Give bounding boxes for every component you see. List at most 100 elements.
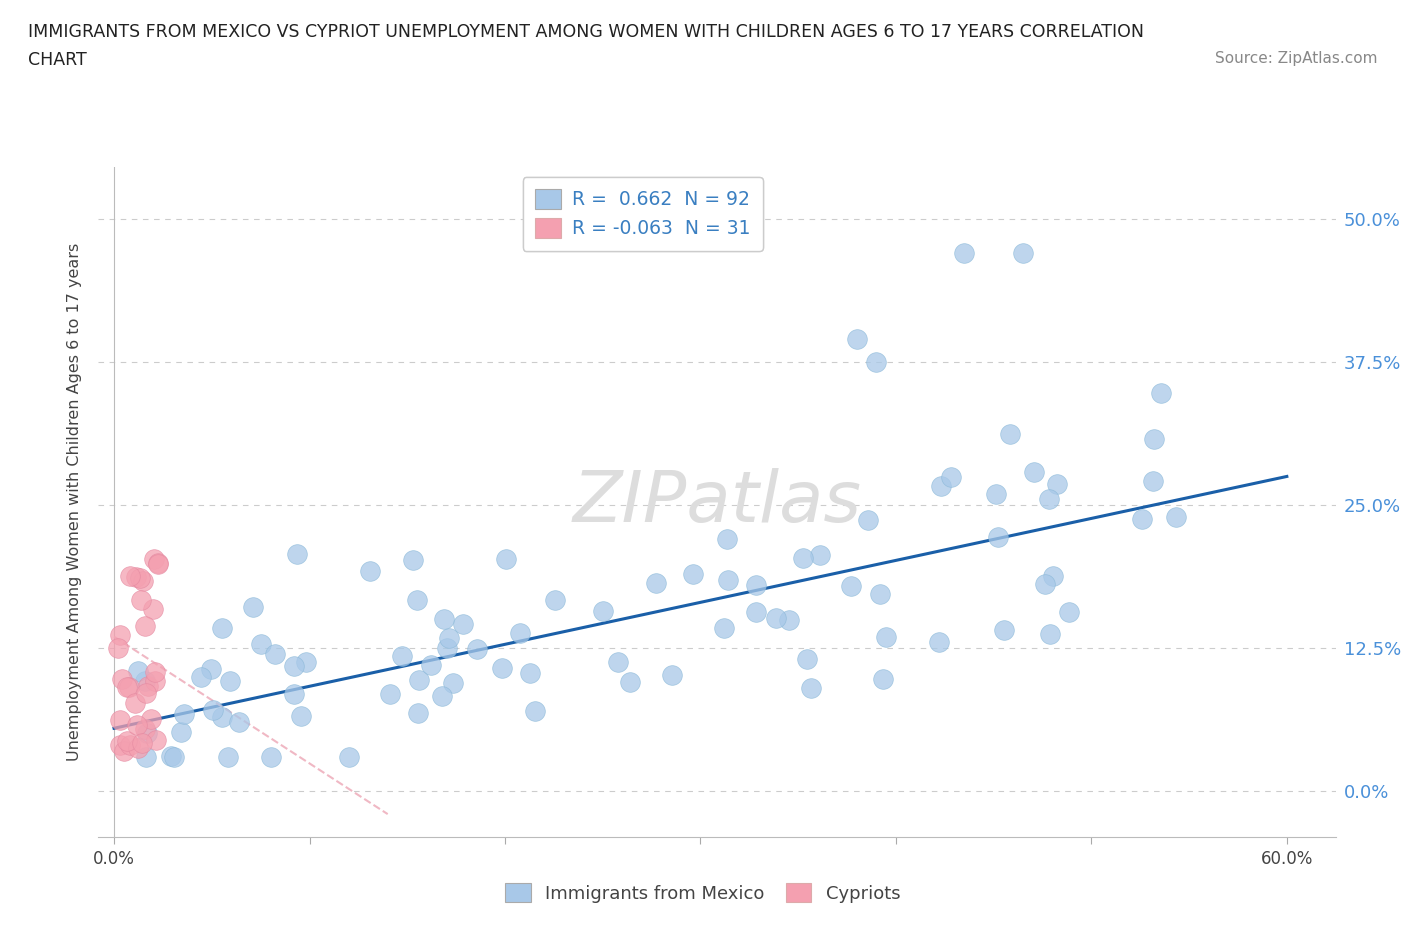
- Point: [865, 354, 887, 369]
- Point: [117, 680, 139, 695]
- Point: [132, 573, 155, 588]
- Point: [108, 628, 131, 643]
- Point: [644, 576, 666, 591]
- Point: [939, 470, 962, 485]
- Point: [1142, 473, 1164, 488]
- Point: [792, 551, 814, 565]
- Point: [111, 671, 134, 686]
- Point: [717, 572, 740, 587]
- Legend: R =  0.662  N = 92, R = -0.063  N = 31: R = 0.662 N = 92, R = -0.063 N = 31: [523, 177, 763, 250]
- Point: [984, 486, 1007, 501]
- Point: [845, 332, 868, 347]
- Point: [433, 612, 456, 627]
- Point: [118, 738, 141, 753]
- Point: [115, 734, 138, 749]
- Point: [778, 613, 800, 628]
- Point: [405, 593, 427, 608]
- Point: [294, 655, 316, 670]
- Point: [143, 673, 166, 688]
- Point: [1033, 577, 1056, 591]
- Point: [953, 246, 976, 260]
- Point: [128, 571, 150, 586]
- Point: [228, 714, 250, 729]
- Point: [1149, 385, 1171, 400]
- Point: [491, 660, 513, 675]
- Point: [143, 665, 166, 680]
- Point: [928, 635, 950, 650]
- Point: [202, 703, 225, 718]
- Point: [1143, 432, 1166, 446]
- Point: [998, 426, 1021, 441]
- Point: [211, 710, 233, 724]
- Point: [796, 652, 818, 667]
- Point: [359, 564, 381, 578]
- Point: [134, 674, 156, 689]
- Point: [436, 640, 458, 655]
- Point: [190, 670, 212, 684]
- Point: [125, 570, 148, 585]
- Point: [745, 578, 768, 592]
- Point: [125, 717, 148, 732]
- Point: [519, 666, 541, 681]
- Point: [1012, 246, 1035, 260]
- Point: [495, 551, 517, 566]
- Point: [607, 655, 630, 670]
- Point: [1022, 465, 1045, 480]
- Point: [509, 626, 531, 641]
- Point: [129, 592, 152, 607]
- Point: [127, 664, 149, 679]
- Point: [765, 610, 787, 625]
- Point: [135, 749, 157, 764]
- Point: [146, 555, 169, 570]
- Text: ZIPatlas: ZIPatlas: [572, 468, 862, 537]
- Point: [217, 750, 239, 764]
- Point: [592, 604, 614, 618]
- Point: [264, 646, 287, 661]
- Point: [170, 724, 193, 739]
- Point: [441, 675, 464, 690]
- Point: [875, 630, 897, 644]
- Point: [713, 621, 735, 636]
- Point: [136, 678, 159, 693]
- Point: [1038, 492, 1060, 507]
- Point: [134, 618, 156, 633]
- Point: [800, 681, 823, 696]
- Point: [283, 686, 305, 701]
- Point: [1132, 512, 1154, 526]
- Text: IMMIGRANTS FROM MEXICO VS CYPRIOT UNEMPLOYMENT AMONG WOMEN WITH CHILDREN AGES 6 : IMMIGRANTS FROM MEXICO VS CYPRIOT UNEMPL…: [28, 23, 1144, 41]
- Point: [337, 750, 360, 764]
- Point: [108, 712, 131, 727]
- Point: [745, 604, 768, 619]
- Point: [808, 548, 831, 563]
- Point: [432, 689, 454, 704]
- Point: [1164, 510, 1187, 525]
- Point: [1039, 627, 1062, 642]
- Point: [146, 557, 169, 572]
- Point: [136, 725, 159, 740]
- Point: [1059, 604, 1081, 619]
- Point: [872, 672, 894, 687]
- Point: [1042, 568, 1064, 583]
- Point: [544, 592, 567, 607]
- Point: [108, 738, 131, 753]
- Point: [242, 600, 264, 615]
- Point: [118, 568, 141, 583]
- Point: [841, 578, 863, 593]
- Text: CHART: CHART: [28, 51, 87, 69]
- Legend: Immigrants from Mexico, Cypriots: Immigrants from Mexico, Cypriots: [496, 874, 910, 911]
- Point: [408, 672, 430, 687]
- Point: [402, 552, 425, 567]
- Point: [716, 532, 738, 547]
- Point: [127, 740, 149, 755]
- Point: [135, 685, 157, 700]
- Point: [134, 721, 156, 736]
- Point: [160, 749, 183, 764]
- Point: [200, 661, 222, 676]
- Point: [987, 530, 1010, 545]
- Point: [124, 696, 146, 711]
- Point: [993, 622, 1015, 637]
- Text: Source: ZipAtlas.com: Source: ZipAtlas.com: [1215, 51, 1378, 66]
- Point: [858, 512, 880, 527]
- Point: [163, 750, 186, 764]
- Point: [619, 674, 641, 689]
